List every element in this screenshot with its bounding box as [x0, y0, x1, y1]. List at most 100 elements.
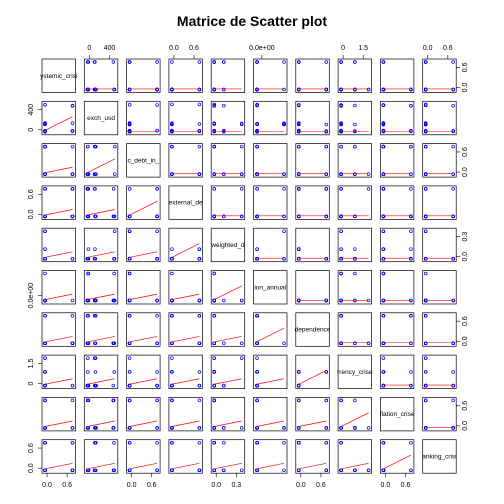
- smooth-line-5-4: [214, 285, 242, 300]
- panel-frame-2-2: [126, 143, 161, 178]
- point-0-6-18: [324, 60, 329, 64]
- point-0-4-25: [212, 87, 216, 92]
- point-0-3-3: [197, 60, 202, 64]
- smooth-line-8-6: [298, 420, 327, 427]
- point-9-1-13: [112, 440, 116, 445]
- panel-frame-6-6: [295, 312, 330, 347]
- smooth-line-3-1: [87, 209, 115, 216]
- point-4-3-15: [197, 247, 202, 251]
- point-3-7-25: [339, 214, 343, 219]
- panel-frame-1-7: [337, 100, 372, 136]
- panel-frame-2-3: [168, 143, 203, 178]
- smooth-line-2-1: [87, 158, 115, 174]
- panel-frame-3-1: [83, 185, 119, 220]
- point-4-0-24: [43, 256, 47, 261]
- smooth-line-6-3: [171, 336, 200, 343]
- point-1-4-13: [239, 121, 244, 126]
- point-1-0-20: [70, 103, 75, 108]
- point-1-2-11: [127, 122, 132, 127]
- panel-frame-0-2: [126, 58, 161, 93]
- point-7-8-22: [409, 383, 413, 388]
- panel-frame-4-9: [422, 227, 457, 263]
- point-9-4-18: [222, 468, 226, 472]
- panel-frame-5-7: [337, 270, 372, 305]
- point-0-7-25: [366, 87, 371, 92]
- point-3-7-24: [366, 187, 371, 191]
- point-8-6-24: [324, 426, 329, 430]
- point-4-8-20: [381, 247, 386, 251]
- panel-frame-7-5: [253, 354, 288, 389]
- point-5-0-23: [43, 271, 47, 276]
- tick-label-top-7-0: 0: [341, 45, 345, 52]
- point-0-1-18: [92, 87, 97, 92]
- panel-frame-3-9: [422, 185, 457, 220]
- point-6-4-20: [212, 314, 216, 318]
- point-4-7-22: [339, 229, 343, 233]
- point-4-8-25: [409, 256, 413, 261]
- point-3-9-24: [451, 214, 455, 219]
- point-7-3-25: [170, 383, 174, 388]
- smooth-line-6-1: [87, 336, 115, 343]
- point-2-3-22: [197, 172, 202, 176]
- point-1-2-18: [127, 103, 132, 107]
- point-6-1-24: [85, 314, 90, 318]
- point-9-8-14: [409, 468, 413, 472]
- panel-frame-1-5: [253, 100, 288, 136]
- point-3-1-21: [86, 187, 90, 191]
- point-3-1-24: [112, 214, 117, 219]
- point-6-9-16: [423, 314, 428, 318]
- diag-label-5: ion_annual: [254, 284, 286, 291]
- point-0-5-24: [255, 60, 259, 64]
- point-4-8-22: [381, 229, 386, 233]
- tick-label-bottom-2-1: 0.6: [147, 482, 157, 489]
- point-5-8-22: [381, 271, 386, 276]
- point-6-2-15: [155, 314, 159, 318]
- point-2-1-19: [86, 144, 90, 149]
- point-3-8-22: [381, 187, 386, 191]
- tick-label-bottom-8-0: 0.0: [381, 482, 391, 489]
- point-7-5-8: [255, 356, 259, 360]
- point-6-5-2: [282, 341, 286, 346]
- point-8-1-24: [111, 426, 116, 430]
- smooth-line-8-1: [87, 420, 115, 427]
- panel-frame-1-1: [83, 100, 119, 136]
- panel-frame-1-3: [168, 100, 203, 136]
- point-8-2-25: [127, 426, 132, 430]
- point-9-0-14: [70, 440, 75, 445]
- point-2-1-23: [93, 144, 98, 149]
- point-8-6-23: [297, 426, 301, 430]
- tick-label-bottom-4-1: 0.3: [231, 482, 241, 489]
- point-4-3-23: [197, 256, 202, 261]
- point-5-4-8: [222, 298, 226, 303]
- smooth-line-9-7: [341, 462, 369, 470]
- point-3-1-18: [111, 187, 116, 191]
- point-1-8-22: [381, 103, 386, 108]
- point-6-4-15: [222, 341, 226, 346]
- point-2-5-16: [282, 172, 286, 176]
- point-5-4-18: [212, 271, 216, 276]
- point-6-7-25: [339, 341, 343, 346]
- point-7-2-23: [155, 370, 159, 374]
- panel-frame-0-0: [41, 58, 76, 93]
- point-9-3-25: [197, 468, 202, 472]
- point-7-4-6: [239, 356, 244, 360]
- point-4-3-25: [170, 256, 174, 261]
- panel-frame-2-0: [41, 143, 76, 178]
- point-0-1-22: [86, 87, 91, 92]
- smooth-line-9-6: [298, 462, 327, 470]
- panel-frame-0-5: [253, 58, 288, 93]
- point-6-8-23: [409, 341, 413, 346]
- panel-frame-5-5: [253, 270, 288, 305]
- panel-frame-2-5: [253, 143, 288, 178]
- panel-frame-7-9: [422, 354, 457, 389]
- point-1-6-25: [297, 128, 301, 133]
- point-0-7-23: [339, 87, 343, 92]
- point-8-4-15: [239, 426, 244, 430]
- point-7-5-24: [255, 383, 259, 388]
- point-9-0-11: [70, 468, 75, 472]
- panel-frame-1-6: [295, 100, 330, 136]
- point-7-3-22: [197, 370, 202, 374]
- smooth-line-4-2: [129, 251, 158, 258]
- point-1-4-20: [222, 103, 226, 108]
- point-5-0-13: [70, 298, 75, 303]
